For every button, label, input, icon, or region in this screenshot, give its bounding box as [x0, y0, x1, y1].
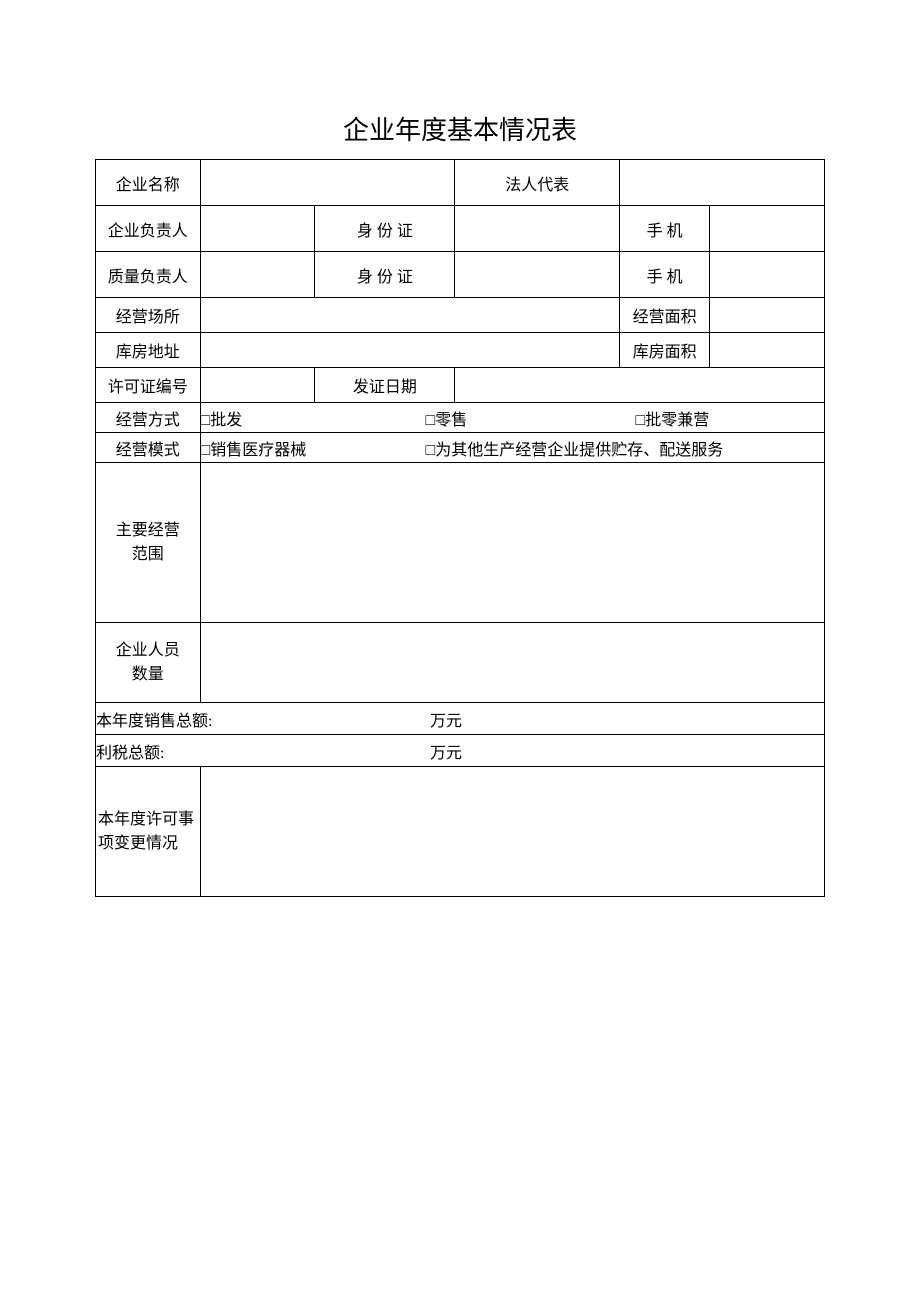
- cell-sales-total[interactable]: 本年度销售总额: 万元: [96, 703, 825, 735]
- input-company-lead[interactable]: [200, 206, 315, 252]
- row-biz-mode: 经营模式 □销售医疗器械 □为其他生产经营企业提供贮存、配送服务: [96, 433, 825, 463]
- input-staff-count[interactable]: [200, 623, 824, 703]
- label-warehouse-addr: 库房地址: [96, 333, 201, 368]
- label-warehouse-area: 库房面积: [620, 333, 710, 368]
- checkbox-wholesale[interactable]: □批发: [201, 406, 426, 430]
- label-quality-lead-phone: 手 机: [620, 252, 710, 298]
- input-main-scope[interactable]: [200, 463, 824, 623]
- label-biz-location: 经营场所: [96, 298, 201, 333]
- row-biz-location: 经营场所 经营面积: [96, 298, 825, 333]
- label-main-scope: 主要经营范围: [96, 463, 201, 623]
- label-legal-rep: 法人代表: [455, 160, 620, 206]
- row-biz-method: 经营方式 □批发 □零售 □批零兼营: [96, 403, 825, 433]
- input-biz-area[interactable]: [710, 298, 825, 333]
- input-company-lead-phone[interactable]: [710, 206, 825, 252]
- checkbox-sell-device[interactable]: □销售医疗器械: [201, 436, 426, 460]
- unit-sales-total: 万元: [430, 707, 462, 731]
- input-warehouse-area[interactable]: [710, 333, 825, 368]
- row-quality-lead: 质量负责人 身 份 证 手 机: [96, 252, 825, 298]
- input-quality-lead[interactable]: [200, 252, 315, 298]
- form-table: 企业名称 法人代表 企业负责人 身 份 证 手 机 质量负责人 身 份 证 手 …: [95, 159, 825, 897]
- label-license-no: 许可证编号: [96, 368, 201, 403]
- input-change-status[interactable]: [200, 767, 824, 897]
- row-license: 许可证编号 发证日期: [96, 368, 825, 403]
- input-license-no[interactable]: [200, 368, 315, 403]
- input-warehouse-addr[interactable]: [200, 333, 620, 368]
- label-company-lead-phone: 手 机: [620, 206, 710, 252]
- label-tax-total: 利税总额:: [96, 745, 164, 762]
- input-company-name[interactable]: [200, 160, 455, 206]
- row-company-lead: 企业负责人 身 份 证 手 机: [96, 206, 825, 252]
- biz-mode-options: □销售医疗器械 □为其他生产经营企业提供贮存、配送服务: [200, 433, 824, 463]
- label-biz-method: 经营方式: [96, 403, 201, 433]
- checkbox-storage-service[interactable]: □为其他生产经营企业提供贮存、配送服务: [426, 436, 724, 460]
- row-warehouse: 库房地址 库房面积: [96, 333, 825, 368]
- input-biz-location[interactable]: [200, 298, 620, 333]
- row-staff-count: 企业人员数量: [96, 623, 825, 703]
- row-tax-total: 利税总额: 万元: [96, 735, 825, 767]
- label-company-name: 企业名称: [96, 160, 201, 206]
- row-company-name: 企业名称 法人代表: [96, 160, 825, 206]
- row-sales-total: 本年度销售总额: 万元: [96, 703, 825, 735]
- label-staff-count: 企业人员数量: [96, 623, 201, 703]
- input-quality-lead-id[interactable]: [455, 252, 620, 298]
- input-issue-date[interactable]: [455, 368, 825, 403]
- form-title: 企业年度基本情况表: [0, 110, 920, 147]
- label-change-status: 本年度许可事项变更情况: [96, 767, 201, 897]
- label-sales-total: 本年度销售总额:: [96, 713, 212, 730]
- input-quality-lead-phone[interactable]: [710, 252, 825, 298]
- row-change-status: 本年度许可事项变更情况: [96, 767, 825, 897]
- label-company-lead-id: 身 份 证: [315, 206, 455, 252]
- label-quality-lead: 质量负责人: [96, 252, 201, 298]
- label-biz-mode: 经营模式: [96, 433, 201, 463]
- input-company-lead-id[interactable]: [455, 206, 620, 252]
- biz-method-options: □批发 □零售 □批零兼营: [200, 403, 824, 433]
- input-legal-rep[interactable]: [620, 160, 825, 206]
- label-company-lead: 企业负责人: [96, 206, 201, 252]
- checkbox-retail[interactable]: □零售: [426, 406, 636, 430]
- label-quality-lead-id: 身 份 证: [315, 252, 455, 298]
- label-biz-area: 经营面积: [620, 298, 710, 333]
- unit-tax-total: 万元: [430, 739, 462, 763]
- checkbox-both[interactable]: □批零兼营: [636, 406, 710, 430]
- row-main-scope: 主要经营范围: [96, 463, 825, 623]
- cell-tax-total[interactable]: 利税总额: 万元: [96, 735, 825, 767]
- label-issue-date: 发证日期: [315, 368, 455, 403]
